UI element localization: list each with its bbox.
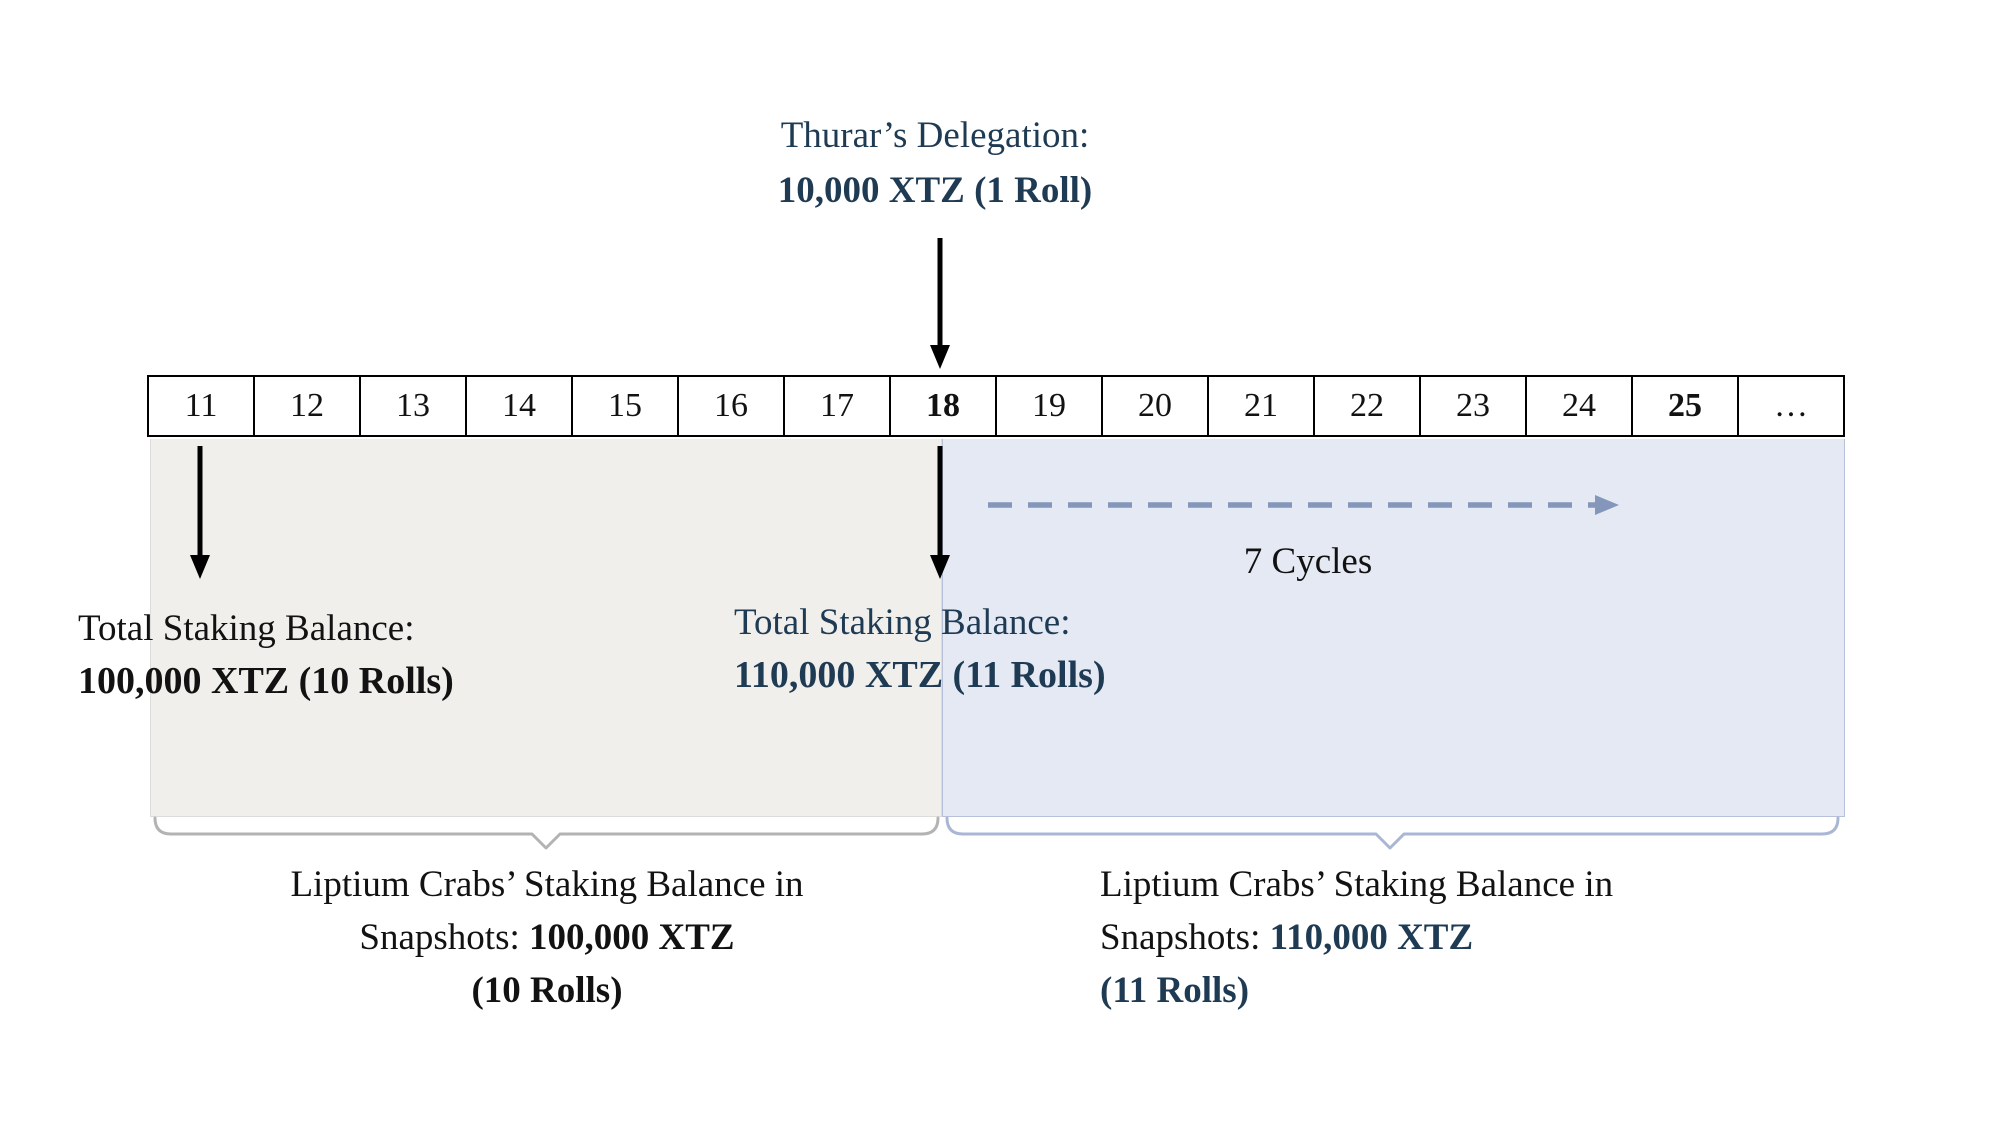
balance-before-line1: Total Staking Balance: — [78, 608, 415, 649]
left-snapshot-caption: Liptium Crabs’ Staking Balance in Snapsh… — [247, 858, 847, 1017]
balance-before-annotation: Total Staking Balance: 100,000 XTZ (10 R… — [78, 603, 454, 707]
cycle-cell-23: 23 — [1419, 375, 1527, 437]
post-delegation-snapshot-region — [942, 439, 1845, 817]
left-caption-line3: (10 Rolls) — [471, 970, 623, 1011]
cycle-cell-22: 22 — [1313, 375, 1421, 437]
delegation-label-line1: Thurar’s Delegation: — [780, 115, 1090, 156]
right-snapshot-caption: Liptium Crabs’ Staking Balance in Snapsh… — [1100, 858, 1613, 1017]
cycle-cell-18: 18 — [889, 375, 997, 437]
balance-after-line2: 110,000 XTZ (11 Rolls) — [734, 654, 1106, 696]
cycle-cell-11: 11 — [147, 375, 255, 437]
cycle-cell-21: 21 — [1207, 375, 1315, 437]
delegation-label: Thurar’s Delegation: 10,000 XTZ (1 Roll) — [778, 108, 1093, 218]
cycle-cell-25: 25 — [1631, 375, 1739, 437]
cycle-cell-19: 19 — [995, 375, 1103, 437]
cycle-cell-15: 15 — [571, 375, 679, 437]
pre-delegation-snapshot-region — [150, 439, 942, 817]
cycle-cell-20: 20 — [1101, 375, 1209, 437]
delegation-label-line2: 10,000 XTZ (1 Roll) — [777, 170, 1093, 211]
seven-cycles-label: 7 Cycles — [1243, 541, 1373, 582]
cycle-cell-12: 12 — [253, 375, 361, 437]
balance-after-line1: Total Staking Balance: — [734, 602, 1071, 643]
left-caption-line2: Snapshots: 100,000 XTZ — [359, 917, 735, 958]
cycle-cell-14: 14 — [465, 375, 573, 437]
right-underbrace — [945, 816, 1840, 850]
right-caption-line1: Liptium Crabs’ Staking Balance in — [1100, 864, 1614, 905]
right-caption-line2: Snapshots: 110,000 XTZ — [1100, 917, 1474, 958]
cycle-cell-13: 13 — [359, 375, 467, 437]
right-caption-line3: (11 Rolls) — [1100, 970, 1250, 1011]
cycle-cell-17: 17 — [783, 375, 891, 437]
left-caption-line1: Liptium Crabs’ Staking Balance in — [290, 864, 804, 905]
balance-before-line2: 100,000 XTZ (10 Rolls) — [78, 660, 454, 702]
cycle-cell-16: 16 — [677, 375, 785, 437]
left-underbrace — [153, 816, 940, 850]
cycle-cell-…: … — [1737, 375, 1845, 437]
cycle-cell-24: 24 — [1525, 375, 1633, 437]
cycle-timeline: 11 12 13 14 15 16 17 18 19 20 21 22 23 24 25… — [147, 375, 1845, 437]
balance-after-annotation: Total Staking Balance: 110,000 XTZ (11 R… — [734, 597, 1106, 701]
